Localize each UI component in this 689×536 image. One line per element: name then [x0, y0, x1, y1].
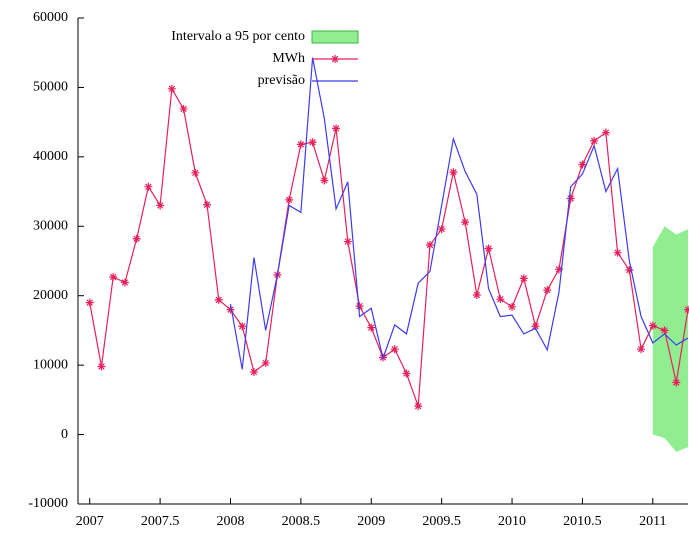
point-marker — [461, 218, 470, 227]
y-tick-label: 0 — [61, 427, 68, 442]
point-marker — [249, 368, 258, 377]
point-marker — [261, 359, 270, 368]
point-marker — [320, 176, 329, 185]
point-marker — [543, 286, 552, 295]
legend-label: MWh — [272, 51, 305, 66]
x-tick-label: 2008 — [216, 514, 244, 529]
point-marker — [578, 160, 587, 169]
point-marker — [449, 168, 458, 177]
point-marker — [367, 323, 376, 332]
legend-label: previsão — [258, 73, 305, 88]
point-marker — [519, 274, 528, 283]
point-marker — [355, 302, 364, 311]
series-line — [89, 86, 689, 407]
point-marker — [625, 266, 634, 275]
series-line — [229, 57, 689, 370]
point-marker — [648, 321, 657, 330]
legend-marker — [331, 55, 339, 63]
point-marker — [97, 362, 106, 371]
y-tick-label: -10000 — [28, 496, 68, 511]
point-marker — [226, 305, 235, 314]
legend-label: Intervalo a 95 por cento — [171, 29, 305, 44]
point-marker — [332, 124, 341, 133]
point-marker — [343, 237, 352, 246]
point-marker — [613, 248, 622, 257]
point-marker — [472, 291, 481, 300]
point-marker — [508, 302, 517, 311]
x-tick-label: 2007 — [76, 514, 104, 529]
x-tick-label: 2009.5 — [422, 514, 461, 529]
x-tick-label: 2008.5 — [282, 514, 321, 529]
point-marker — [85, 298, 94, 307]
point-marker — [496, 295, 505, 304]
y-tick-label: 40000 — [33, 149, 68, 164]
point-marker — [425, 241, 434, 250]
point-marker — [637, 345, 646, 354]
point-marker — [285, 195, 294, 204]
point-marker — [238, 322, 247, 331]
point-marker — [554, 265, 563, 274]
x-tick-label: 2007.5 — [141, 514, 180, 529]
y-tick-label: 20000 — [33, 288, 68, 303]
x-tick-label: 2011 — [639, 514, 666, 529]
point-marker — [156, 201, 165, 210]
point-marker — [203, 200, 212, 209]
point-marker — [296, 140, 305, 149]
point-marker — [484, 244, 493, 253]
point-marker — [132, 234, 141, 243]
point-marker — [214, 295, 223, 304]
legend-swatch — [311, 30, 359, 44]
point-marker — [566, 194, 575, 203]
y-tick-label: 60000 — [33, 10, 68, 25]
point-marker — [120, 278, 129, 287]
point-marker — [414, 402, 423, 411]
point-marker — [672, 378, 681, 387]
point-marker — [531, 322, 540, 331]
point-marker — [144, 182, 153, 191]
point-marker — [191, 168, 200, 177]
y-tick-label: 30000 — [33, 219, 68, 234]
point-marker — [660, 326, 669, 335]
point-marker — [109, 272, 118, 281]
x-tick-label: 2010 — [498, 514, 526, 529]
y-tick-label: 50000 — [33, 80, 68, 95]
point-marker — [590, 136, 599, 145]
point-marker — [390, 345, 399, 354]
point-marker — [402, 369, 411, 378]
point-marker — [684, 305, 689, 314]
point-marker — [601, 128, 610, 137]
point-marker — [308, 138, 317, 147]
x-tick-label: 2009 — [357, 514, 385, 529]
x-tick-label: 2010.5 — [563, 514, 602, 529]
point-marker — [437, 225, 446, 234]
point-marker — [167, 84, 176, 93]
y-tick-label: 10000 — [33, 357, 68, 372]
point-marker — [179, 104, 188, 113]
